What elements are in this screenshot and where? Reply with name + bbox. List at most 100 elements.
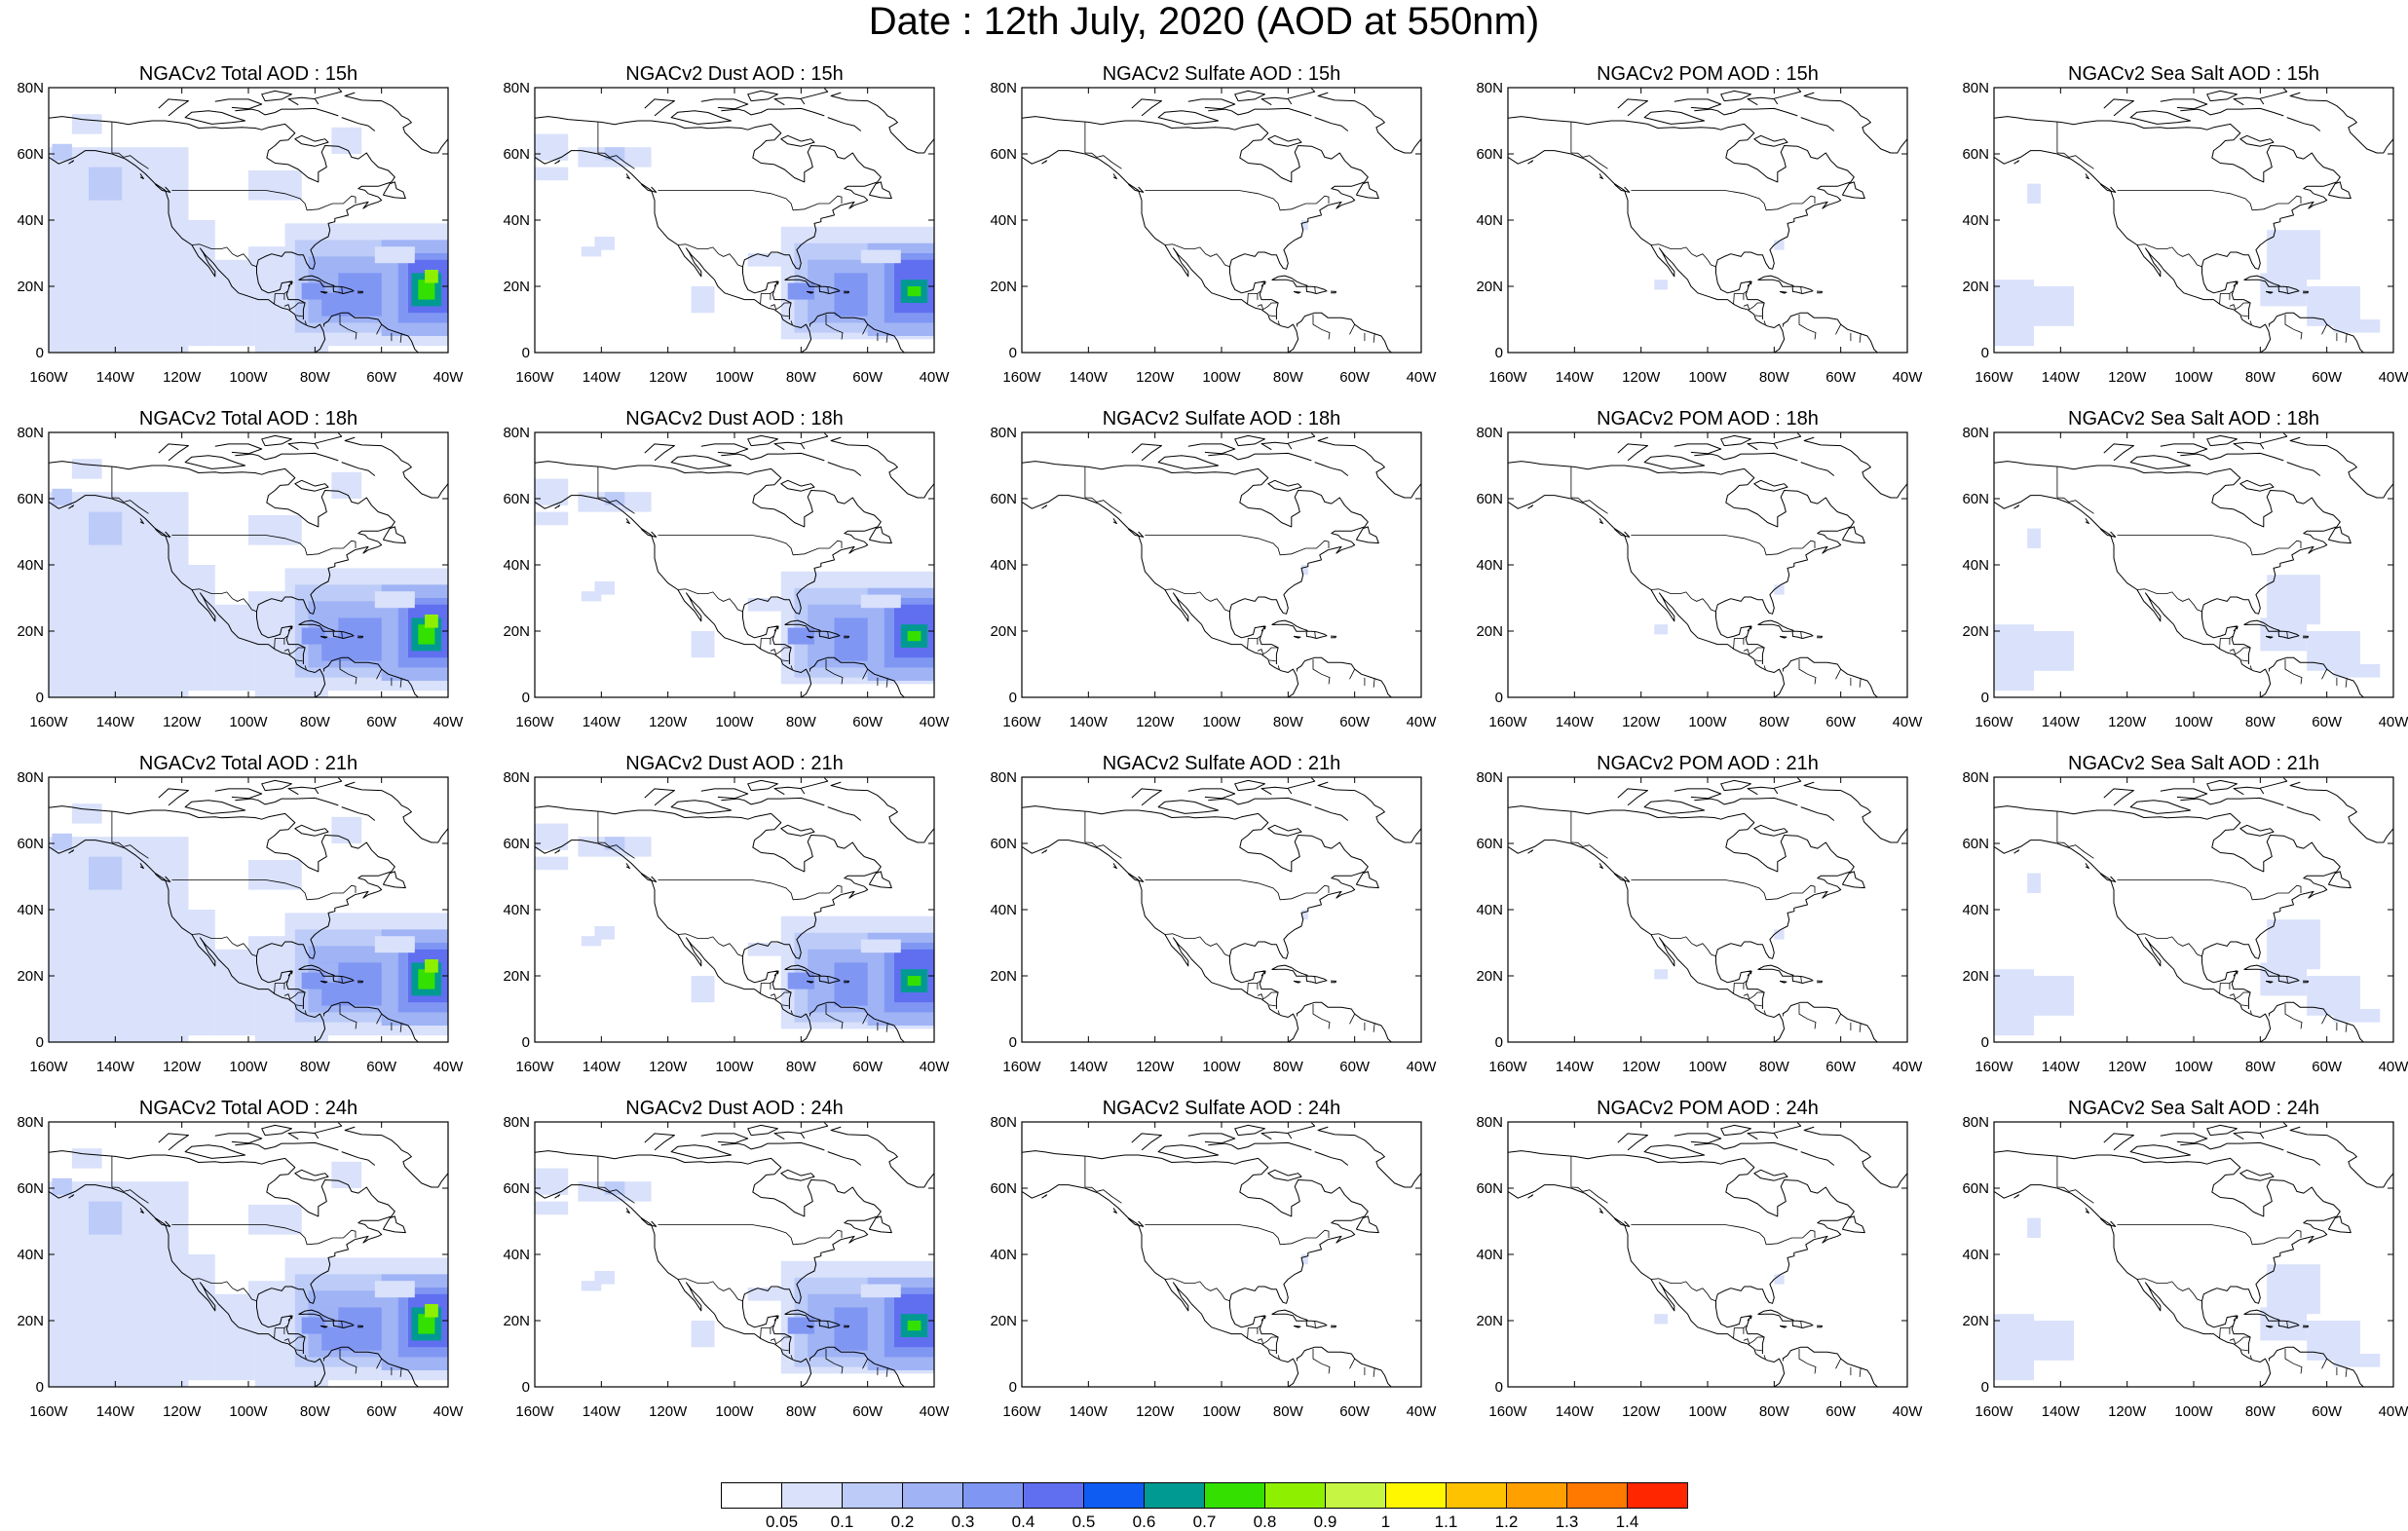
coastline [2277,285,2300,294]
lon-tick-label: 140W [96,1059,135,1075]
panel-title: NGACv2 Total AOD : 15h [138,63,358,85]
country-border [2249,320,2252,325]
coastline [344,92,448,154]
map-panel-sulfate-row-2: NGACv2 Sulfate AOD : 18h 80N 60N 40N 20N 0 160… [973,407,1441,836]
coastline [1022,1150,1369,1354]
coastline [1157,1144,1220,1159]
lon-tick-label: 140W [583,714,621,730]
lon-tick-label: 160W [29,714,68,730]
coastline [1994,1150,2341,1354]
coastline [1747,441,1779,451]
aod-cell [301,282,325,300]
map-canvas: 80N 60N 40N 20N 0 160W 140W 120W 100W 80W 60W 40W [17,80,464,386]
country-border [658,1224,843,1246]
coastline [784,275,821,287]
coastlines [1022,1122,1421,1387]
country-border [1164,243,1230,268]
country-border [111,497,149,514]
aod-cell [2260,1307,2308,1341]
lat-tick-label: 60N [17,146,44,163]
aod-shading [49,459,449,697]
coastline [1131,443,1162,462]
coastline [2160,788,2208,800]
lat-tick-label: 40N [17,902,44,918]
coastline [2103,98,2134,117]
coastline [158,443,189,462]
coastline [1508,150,1786,353]
aod-shading [49,114,449,353]
colorbar-swatch [1506,1482,1567,1509]
lon-tick-label: 80W [2245,369,2276,386]
coastline [1757,964,1794,977]
lon-tick-label: 100W [2174,369,2213,386]
coastline [1293,290,1301,294]
coastline [1747,970,1752,977]
coastline [154,1217,171,1227]
lat-tick-label: 20N [503,1313,530,1329]
aod-cell [301,972,325,990]
country-border [1800,976,1802,983]
lon-tick-label: 140W [1070,369,1109,386]
lon-tick-label: 160W [515,369,554,386]
lat-tick-label: 0 [1981,1034,1989,1051]
coastline [322,312,419,353]
coastline [2180,1141,2284,1151]
coastline [261,779,292,792]
lon-tick-label: 40W [433,1059,465,1075]
lon-tick-label: 120W [1622,369,1661,386]
coastline [1774,432,1802,444]
coastline [1305,975,1328,984]
coastline [1994,116,2341,319]
coastline [1527,160,1534,165]
lat-tick-label: 60N [503,491,530,507]
coastline [2286,117,2321,131]
aod-cell [747,1288,781,1301]
coastline [535,1150,882,1354]
coastline [830,1126,934,1188]
coastline [1527,1194,1534,1199]
country-border [1650,933,1716,957]
country-border [2249,1010,2252,1015]
map-canvas: 80N 60N 40N 20N 0 160W 140W 120W 100W 80W 60W 40W [503,80,950,386]
coastline [158,98,189,117]
coastline [2268,1346,2364,1387]
coastline [382,526,406,544]
coastline [344,1126,448,1188]
coastline [1613,183,1631,193]
country-border [1743,1336,1764,1345]
aod-cell [787,282,814,300]
country-border [1859,1367,1862,1377]
lat-tick-label: 20N [1476,968,1503,985]
country-border [790,1010,793,1015]
coastline [773,96,806,106]
coastline [2099,873,2117,882]
country-border [1268,659,1276,662]
coastline [1841,181,1865,200]
coastline [49,1184,326,1387]
coastline [1720,90,1751,102]
aod-cell [1654,969,1668,980]
coastline [139,173,144,179]
coastline [1022,461,1369,664]
lat-tick-label: 0 [1009,1034,1017,1051]
country-border [790,1355,793,1360]
coastline [2180,452,2284,462]
country-border [274,290,288,305]
coastline [1296,656,1392,697]
coastline [1260,1131,1293,1140]
country-border [399,1023,402,1032]
coastline [784,964,821,977]
lat-tick-label: 40N [1476,212,1503,229]
lat-tick-label: 0 [1009,1379,1017,1396]
coastline [294,134,329,147]
panel-title: NGACv2 Sulfate AOD : 24h [1102,1098,1341,1119]
lon-tick-label: 40W [1407,369,1438,386]
coastline [1131,98,1162,117]
coastline [2260,1122,2288,1134]
coastline [1267,824,1302,837]
coastline [2327,181,2352,200]
coastline [1317,436,1421,499]
map-panel-pom-row-3: NGACv2 POM AOD : 21h 80N 60N 40N 20N 0 160W 140… [1459,752,1927,1180]
lat-tick-label: 80N [17,1114,44,1131]
country-border [1257,991,1278,1000]
